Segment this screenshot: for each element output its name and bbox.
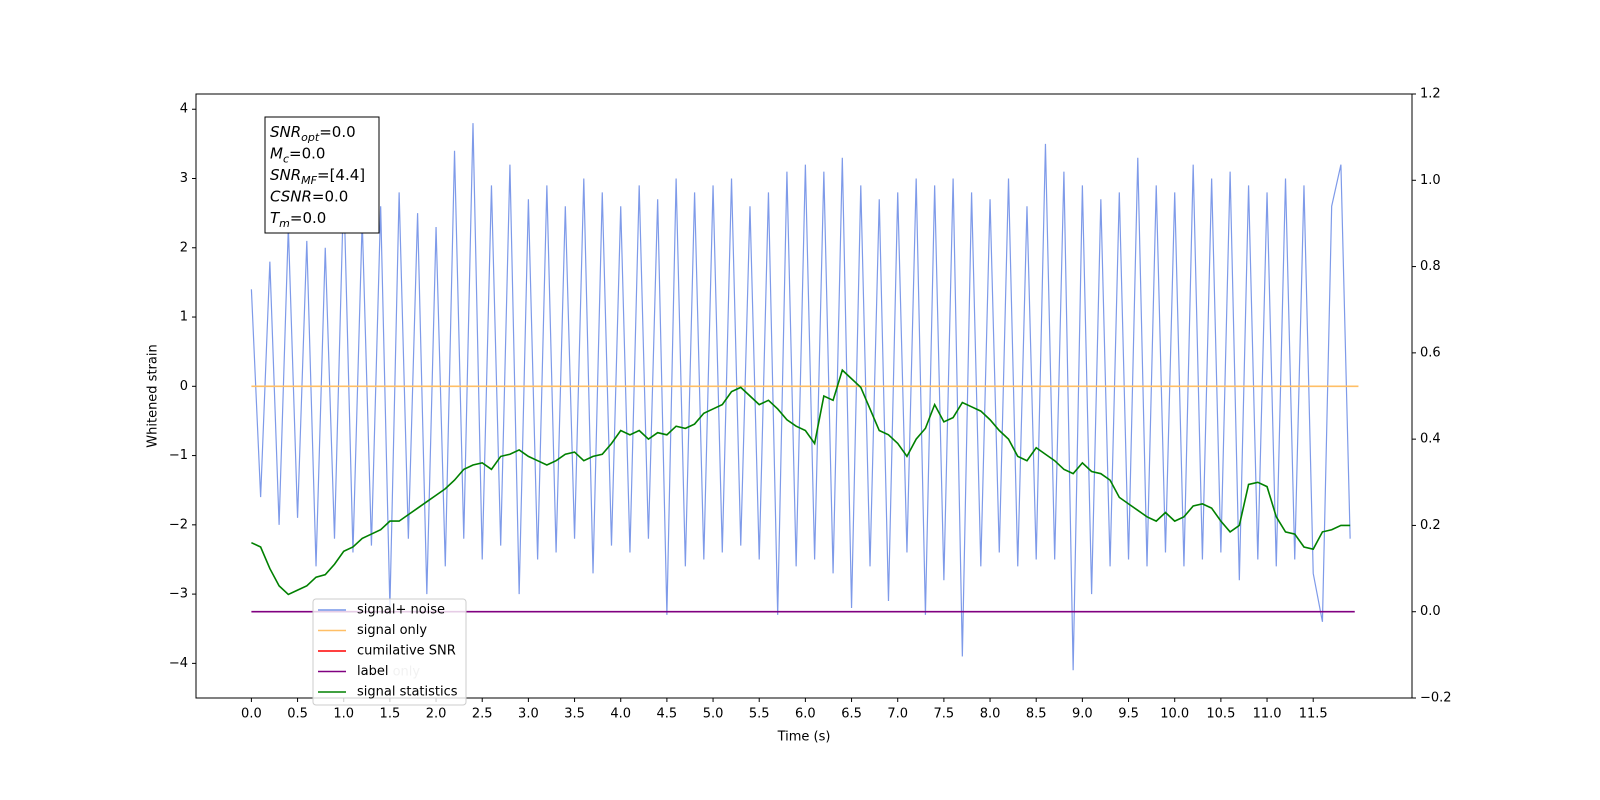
x-tick-label: 3.5 [564,707,585,722]
y-tick-label: 1 [180,310,188,325]
info-symbol: SNR [270,166,301,184]
x-tick-label: 7.0 [887,707,908,722]
info-value: =[4.4] [317,166,365,184]
x-tick-label: 10.5 [1206,707,1235,722]
y-tick-label: −2 [169,517,188,532]
y2-tick-label: 0.6 [1420,345,1441,360]
y-tick-label: 2 [180,240,188,255]
x-tick-label: 2.5 [472,707,493,722]
y-tick-label: −4 [169,656,188,671]
y2-tick-label: 0.8 [1420,259,1441,274]
y-tick-label: 4 [180,102,188,117]
y2-tick-label: 0.2 [1420,518,1441,533]
x-tick-label: 10.0 [1160,707,1189,722]
x-tick-label: 6.5 [841,707,862,722]
y-tick-label: −3 [169,587,188,602]
info-symbol: M [270,145,283,163]
legend-label: signal only [357,623,427,638]
y2-tick-label: −0.2 [1420,691,1452,706]
info-value: =0.0 [290,209,326,227]
legend-label: cumilative SNR [357,644,456,659]
x-tick-label: 4.0 [610,707,631,722]
y2-tick-label: 1.0 [1420,173,1441,188]
info-subscript: opt [301,131,320,144]
x-tick-label: 3.0 [518,707,539,722]
info-line: Mc=0.0 [270,145,325,166]
legend-label: signal+ noise [357,603,445,618]
y-tick-label: 3 [180,171,188,186]
x-tick-label: 0.5 [287,707,308,722]
x-tick-label: 11.5 [1299,707,1328,722]
x-axis-label: Time (s) [777,730,831,745]
y2-tick-label: 0.4 [1420,432,1441,447]
info-subscript: m [279,217,290,230]
info-line: SNRMF=[4.4] [270,166,365,187]
x-tick-label: 11.0 [1253,707,1282,722]
legend-label: label [357,664,388,679]
y-axis-label: Whitened strain [146,344,161,447]
x-tick-label: 5.5 [749,707,770,722]
x-tick-label: 2.0 [426,707,447,722]
info-box [264,116,380,234]
x-tick-label: 8.0 [980,707,1001,722]
x-tick-label: 9.5 [1118,707,1139,722]
x-tick-label: 4.5 [657,707,678,722]
x-tick-label: 6.0 [795,707,816,722]
x-tick-label: 0.0 [241,707,262,722]
info-symbol: CSNR [270,188,312,206]
y2-tick-label: 1.2 [1420,87,1441,102]
series-line [251,368,1351,596]
info-subscript: c [283,153,289,166]
info-symbol: SNR [270,123,301,141]
x-tick-label: 1.5 [380,707,401,722]
info-value: =0.0 [312,188,348,206]
x-tick-label: 5.0 [703,707,724,722]
info-value: =0.0 [319,123,355,141]
x-tick-label: 1.0 [333,707,354,722]
y-tick-label: −1 [169,448,188,463]
y2-tick-label: 0.0 [1420,604,1441,619]
info-line: CSNR=0.0 [270,188,348,206]
y-tick-label: 0 [180,379,188,394]
series-line [250,123,1351,671]
x-tick-label: 9.0 [1072,707,1093,722]
legend-label: signal statistics [357,685,458,700]
legend-box [312,598,467,706]
info-line: Tm=0.0 [270,209,326,230]
info-symbol: T [270,209,281,227]
x-tick-label: 7.5 [934,707,955,722]
info-subscript: MF [301,174,317,187]
info-value: =0.0 [289,145,325,163]
info-line: SNRopt=0.0 [270,123,356,144]
plot-frame [195,93,1413,699]
x-tick-label: 8.5 [1026,707,1047,722]
